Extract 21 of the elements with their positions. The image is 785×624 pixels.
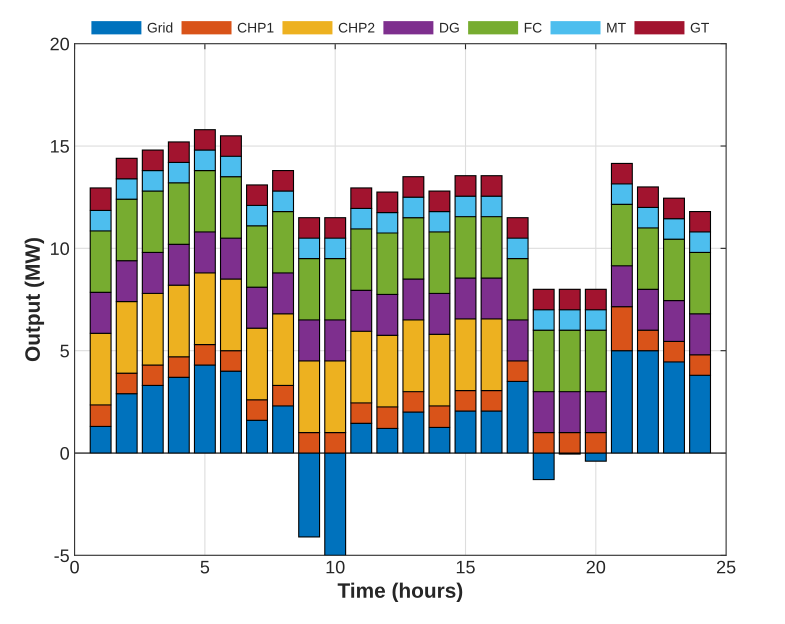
x-tick-label: 15 <box>456 560 475 574</box>
x-tick-label: 5 <box>200 560 210 574</box>
legend-label: CHP2 <box>338 22 374 33</box>
x-tick-label: 10 <box>326 560 345 574</box>
x-tick-label: 0 <box>70 560 79 574</box>
y-tick-label: 10 <box>51 242 70 256</box>
y-axis-title: Output (MW) <box>24 238 44 362</box>
legend-label: Grid <box>148 22 172 33</box>
y-tick-label: 5 <box>60 344 69 358</box>
y-tick-label: 20 <box>50 38 70 50</box>
y-tick-label: 0 <box>60 446 70 460</box>
y-tick-label: 15 <box>51 140 69 153</box>
y-tick-label: -5 <box>54 549 69 562</box>
x-tick-label: 25 <box>716 560 736 574</box>
legend-label: GT <box>690 22 709 33</box>
legend-label: DG <box>440 22 459 33</box>
legend-label: CHP1 <box>238 22 274 33</box>
x-tick-label: 20 <box>586 560 606 574</box>
legend-label: MT <box>607 22 626 32</box>
x-axis-title: Time (hours) <box>338 582 462 602</box>
legend-label: FC <box>524 22 542 33</box>
